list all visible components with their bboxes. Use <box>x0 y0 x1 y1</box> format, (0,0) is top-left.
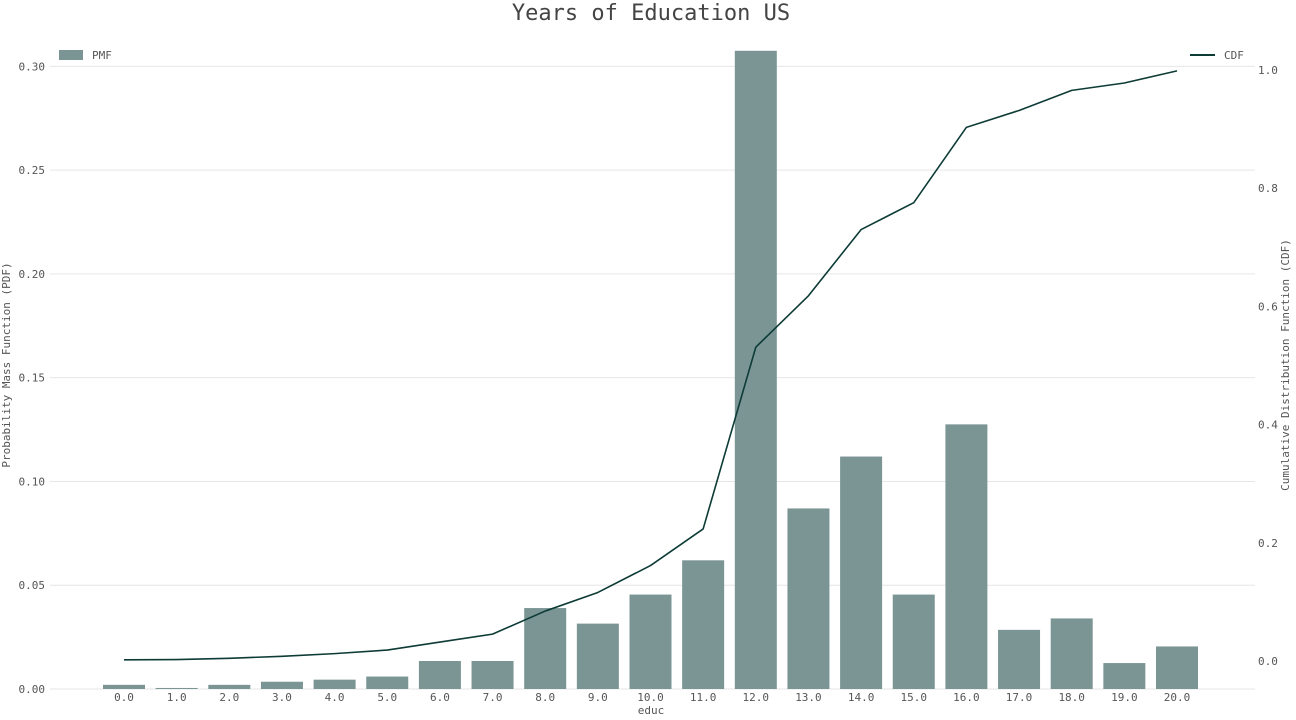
y-right-tick-label: 0.4 <box>1258 419 1278 432</box>
pmf-bar[interactable] <box>208 684 251 689</box>
y-left-tick-label: 0.05 <box>19 579 46 592</box>
chart-title: Years of Education US <box>512 1 790 26</box>
x-tick-label: 6.0 <box>430 691 450 704</box>
pmf-bar[interactable] <box>1103 663 1146 689</box>
y-left-tick-labels: 0.00 0.05 0.10 0.15 0.20 0.25 0.30 <box>19 60 46 696</box>
x-tick-label: 0.0 <box>114 691 134 704</box>
legend-pmf-swatch <box>59 50 83 60</box>
x-tick-labels: 0.0 1.0 2.0 3.0 4.0 5.0 6.0 7.0 8.0 9.0 10.0 11.0 12… <box>114 691 1190 704</box>
pmf-bar[interactable] <box>418 660 461 689</box>
pmf-bar[interactable] <box>840 456 883 689</box>
x-tick-label: 7.0 <box>483 691 503 704</box>
legend-pmf-label: PMF <box>92 49 112 62</box>
x-tick-label: 11.0 <box>690 691 717 704</box>
x-tick-label: 1.0 <box>167 691 187 704</box>
x-tick-label: 5.0 <box>377 691 397 704</box>
pmf-bar[interactable] <box>524 608 567 689</box>
x-tick-label: 18.0 <box>1058 691 1085 704</box>
x-tick-label: 12.0 <box>743 691 770 704</box>
pmf-bar[interactable] <box>155 687 198 689</box>
x-axis-label: educ <box>638 704 665 717</box>
pmf-bar[interactable] <box>787 508 830 689</box>
pmf-bar[interactable] <box>998 629 1041 689</box>
pmf-bar[interactable] <box>103 684 145 689</box>
pmf-bar[interactable] <box>945 424 988 689</box>
x-tick-label: 17.0 <box>1006 691 1033 704</box>
y-left-tick-label: 0.00 <box>19 683 46 696</box>
pmf-bar[interactable] <box>576 623 619 689</box>
x-tick-label: 13.0 <box>795 691 822 704</box>
legend-cdf[interactable]: CDF <box>1190 49 1244 62</box>
x-tick-label: 3.0 <box>272 691 292 704</box>
x-tick-label: 10.0 <box>637 691 664 704</box>
y-right-tick-label: 0.6 <box>1258 300 1278 313</box>
pmf-bar[interactable] <box>629 594 672 689</box>
y-left-tick-label: 0.25 <box>19 164 46 177</box>
cdf-line-layer <box>123 70 1178 661</box>
x-tick-label: 14.0 <box>848 691 875 704</box>
y-right-tick-labels: 0.0 0.2 0.4 0.6 0.8 1.0 <box>1258 64 1278 668</box>
x-tick-label: 2.0 <box>219 691 239 704</box>
y-right-tick-label: 0.8 <box>1258 182 1278 195</box>
pmf-bar[interactable] <box>682 560 725 689</box>
pmf-bar[interactable] <box>471 660 514 689</box>
x-tick-label: 19.0 <box>1111 691 1138 704</box>
y-left-tick-label: 0.15 <box>19 372 46 385</box>
pmf-bar[interactable] <box>734 50 777 690</box>
pmf-bars <box>103 50 1198 690</box>
x-tick-label: 16.0 <box>953 691 980 704</box>
y-right-tick-label: 1.0 <box>1258 64 1278 77</box>
pmf-bar[interactable] <box>1050 618 1093 689</box>
x-tick-label: 15.0 <box>901 691 928 704</box>
legend-pmf[interactable]: PMF <box>59 49 112 62</box>
x-tick-label: 4.0 <box>325 691 345 704</box>
gridlines <box>50 65 1255 690</box>
pmf-bar[interactable] <box>313 679 356 689</box>
x-tick-label: 20.0 <box>1164 691 1191 704</box>
pmf-bar[interactable] <box>366 676 409 689</box>
y-left-tick-label: 0.20 <box>19 268 46 281</box>
y-left-axis-label: Probability Mass Function (PDF) <box>0 262 13 467</box>
x-tick-label: 9.0 <box>588 691 608 704</box>
y-left-tick-label: 0.10 <box>19 475 46 488</box>
y-right-tick-label: 0.2 <box>1258 537 1278 550</box>
y-right-axis-label: Cumulative Distribution Function (CDF) <box>1279 239 1292 491</box>
y-left-tick-label: 0.30 <box>19 60 46 73</box>
pmf-bar[interactable] <box>1156 646 1198 689</box>
x-tick-label: 8.0 <box>535 691 555 704</box>
legend-cdf-label: CDF <box>1224 49 1244 62</box>
cdf-line[interactable] <box>123 70 1178 661</box>
pmf-bar[interactable] <box>892 594 935 689</box>
pmf-bar[interactable] <box>260 681 303 689</box>
y-right-tick-label: 0.0 <box>1258 655 1278 668</box>
